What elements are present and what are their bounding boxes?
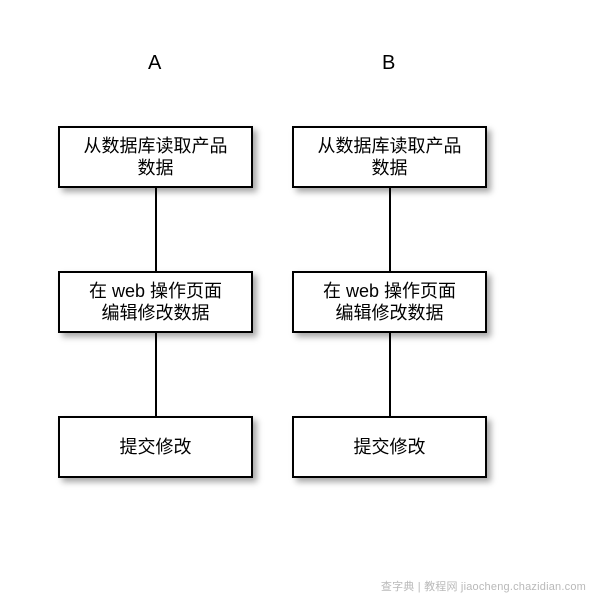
node-b2: 在 web 操作页面 编辑修改数据 [292,271,487,333]
node-b3: 提交修改 [292,416,487,478]
node-label: 在 web 操作页面 编辑修改数据 [323,280,456,325]
node-label: 从数据库读取产品 数据 [318,135,462,180]
node-a3: 提交修改 [58,416,253,478]
node-label-line2: 编辑修改数据 [336,303,444,323]
edge-a1-a2 [155,188,157,271]
column-header-b: B [382,52,395,75]
watermark-text: 查字典 | 教程网 jiaocheng.chazidian.com [381,578,586,594]
node-label: 在 web 操作页面 编辑修改数据 [89,280,222,325]
node-label-line2: 数据 [138,158,174,178]
node-label-line1: 提交修改 [354,437,426,457]
node-label: 提交修改 [354,436,426,459]
node-label-line1: 从数据库读取产品 [84,136,228,156]
node-a1: 从数据库读取产品 数据 [58,126,253,188]
node-label-line2: 数据 [372,158,408,178]
node-b1: 从数据库读取产品 数据 [292,126,487,188]
node-label-line2: 编辑修改数据 [102,303,210,323]
diagram-canvas: A 从数据库读取产品 数据 在 web 操作页面 编辑修改数据 提交修改 B 从… [0,0,594,600]
node-label-line1: 提交修改 [120,437,192,457]
node-label-line1: 从数据库读取产品 [318,136,462,156]
node-label: 从数据库读取产品 数据 [84,135,228,180]
node-label: 提交修改 [120,436,192,459]
edge-b2-b3 [389,333,391,416]
node-a2: 在 web 操作页面 编辑修改数据 [58,271,253,333]
node-label-line1: 在 web 操作页面 [89,281,222,301]
edge-a2-a3 [155,333,157,416]
column-header-a: A [148,52,161,75]
node-label-line1: 在 web 操作页面 [323,281,456,301]
edge-b1-b2 [389,188,391,271]
